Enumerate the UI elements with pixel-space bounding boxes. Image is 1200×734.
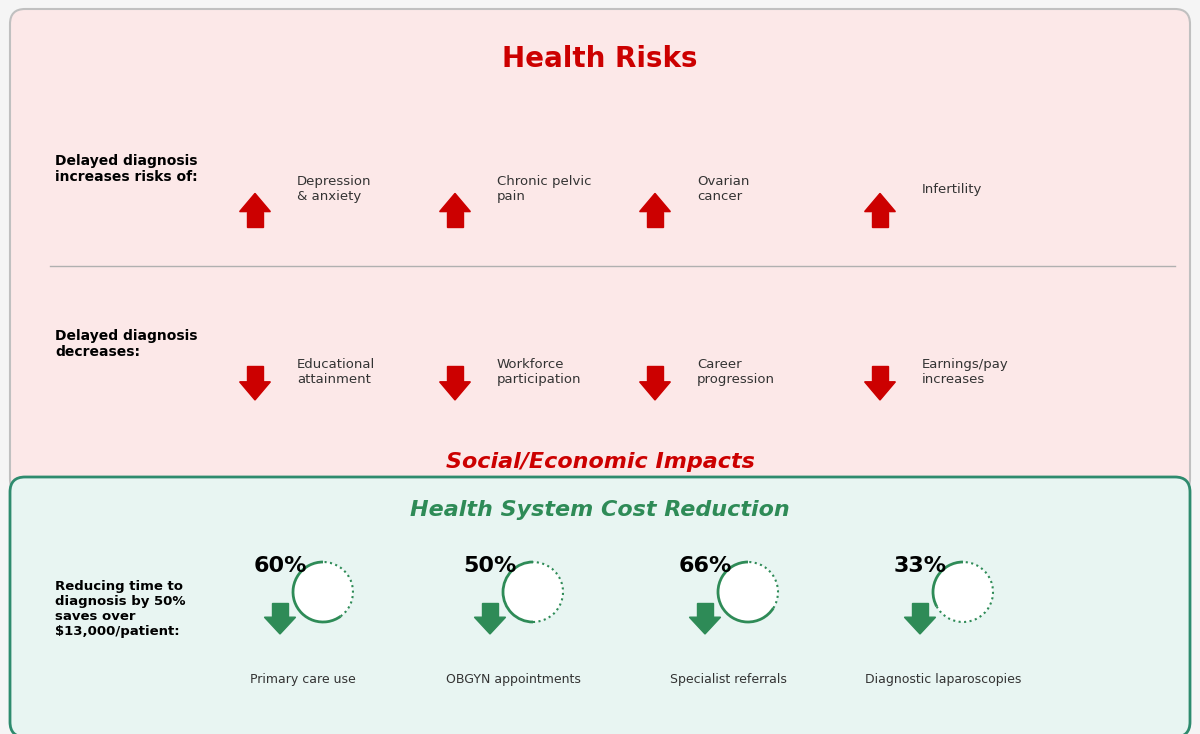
Polygon shape bbox=[640, 382, 671, 400]
Text: 50%: 50% bbox=[463, 556, 517, 576]
Wedge shape bbox=[503, 562, 563, 622]
FancyBboxPatch shape bbox=[10, 477, 1190, 734]
Polygon shape bbox=[240, 382, 270, 400]
Polygon shape bbox=[865, 382, 895, 400]
Polygon shape bbox=[264, 617, 295, 634]
Text: Diagnostic laparoscopies: Diagnostic laparoscopies bbox=[865, 672, 1021, 686]
Text: 66%: 66% bbox=[678, 556, 732, 576]
Text: Ovarian
cancer: Ovarian cancer bbox=[697, 175, 749, 203]
Text: OBGYN appointments: OBGYN appointments bbox=[445, 672, 581, 686]
Text: Chronic pelvic
pain: Chronic pelvic pain bbox=[497, 175, 592, 203]
Polygon shape bbox=[439, 382, 470, 400]
FancyBboxPatch shape bbox=[10, 9, 1190, 494]
Text: 60%: 60% bbox=[253, 556, 307, 576]
Text: Career
progression: Career progression bbox=[697, 358, 775, 386]
Polygon shape bbox=[697, 603, 713, 617]
Polygon shape bbox=[240, 193, 270, 211]
Text: Health System Cost Reduction: Health System Cost Reduction bbox=[410, 500, 790, 520]
Text: Infertility: Infertility bbox=[922, 183, 983, 195]
Polygon shape bbox=[872, 211, 888, 227]
Text: Social/Economic Impacts: Social/Economic Impacts bbox=[445, 452, 755, 472]
Polygon shape bbox=[912, 603, 928, 617]
Text: Specialist referrals: Specialist referrals bbox=[670, 672, 786, 686]
Polygon shape bbox=[689, 617, 720, 634]
Polygon shape bbox=[448, 211, 463, 227]
Polygon shape bbox=[474, 617, 505, 634]
Wedge shape bbox=[293, 562, 353, 622]
Polygon shape bbox=[272, 603, 288, 617]
Text: Health Risks: Health Risks bbox=[503, 45, 697, 73]
Text: 33%: 33% bbox=[894, 556, 947, 576]
Text: Depression
& anxiety: Depression & anxiety bbox=[298, 175, 372, 203]
Polygon shape bbox=[865, 193, 895, 211]
Text: Delayed diagnosis
increases risks of:: Delayed diagnosis increases risks of: bbox=[55, 154, 198, 184]
Polygon shape bbox=[647, 366, 662, 382]
Text: Primary care use: Primary care use bbox=[250, 672, 356, 686]
Text: Earnings/pay
increases: Earnings/pay increases bbox=[922, 358, 1009, 386]
Polygon shape bbox=[482, 603, 498, 617]
Text: Workforce
participation: Workforce participation bbox=[497, 358, 582, 386]
Text: Educational
attainment: Educational attainment bbox=[298, 358, 376, 386]
Polygon shape bbox=[640, 193, 671, 211]
Text: Delayed diagnosis
decreases:: Delayed diagnosis decreases: bbox=[55, 329, 198, 359]
Polygon shape bbox=[439, 193, 470, 211]
Wedge shape bbox=[718, 562, 778, 622]
Polygon shape bbox=[905, 617, 936, 634]
Text: Reducing time to
diagnosis by 50%
saves over
$13,000/patient:: Reducing time to diagnosis by 50% saves … bbox=[55, 580, 186, 638]
Polygon shape bbox=[448, 366, 463, 382]
Polygon shape bbox=[872, 366, 888, 382]
Polygon shape bbox=[247, 211, 263, 227]
Polygon shape bbox=[247, 366, 263, 382]
Polygon shape bbox=[647, 211, 662, 227]
Wedge shape bbox=[934, 562, 994, 622]
